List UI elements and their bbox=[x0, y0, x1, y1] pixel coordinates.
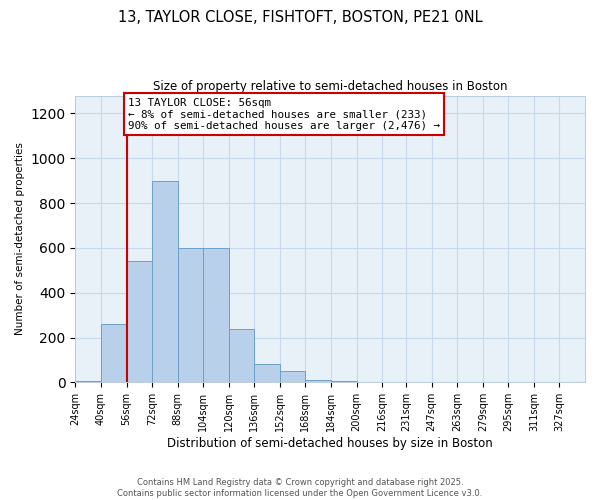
Bar bbox=[254, 364, 280, 382]
Bar bbox=[331, 381, 356, 382]
Y-axis label: Number of semi-detached properties: Number of semi-detached properties bbox=[15, 142, 25, 336]
Title: Size of property relative to semi-detached houses in Boston: Size of property relative to semi-detach… bbox=[153, 80, 508, 93]
Bar bbox=[229, 328, 254, 382]
X-axis label: Distribution of semi-detached houses by size in Boston: Distribution of semi-detached houses by … bbox=[167, 437, 493, 450]
Bar bbox=[280, 371, 305, 382]
Text: Contains HM Land Registry data © Crown copyright and database right 2025.
Contai: Contains HM Land Registry data © Crown c… bbox=[118, 478, 482, 498]
Bar bbox=[127, 262, 152, 382]
Text: 13, TAYLOR CLOSE, FISHTOFT, BOSTON, PE21 0NL: 13, TAYLOR CLOSE, FISHTOFT, BOSTON, PE21… bbox=[118, 10, 482, 25]
Bar bbox=[305, 380, 331, 382]
Bar bbox=[178, 248, 203, 382]
Bar bbox=[203, 248, 229, 382]
Text: 13 TAYLOR CLOSE: 56sqm
← 8% of semi-detached houses are smaller (233)
90% of sem: 13 TAYLOR CLOSE: 56sqm ← 8% of semi-deta… bbox=[128, 98, 440, 131]
Bar bbox=[152, 180, 178, 382]
Bar bbox=[76, 381, 101, 382]
Bar bbox=[101, 324, 127, 382]
